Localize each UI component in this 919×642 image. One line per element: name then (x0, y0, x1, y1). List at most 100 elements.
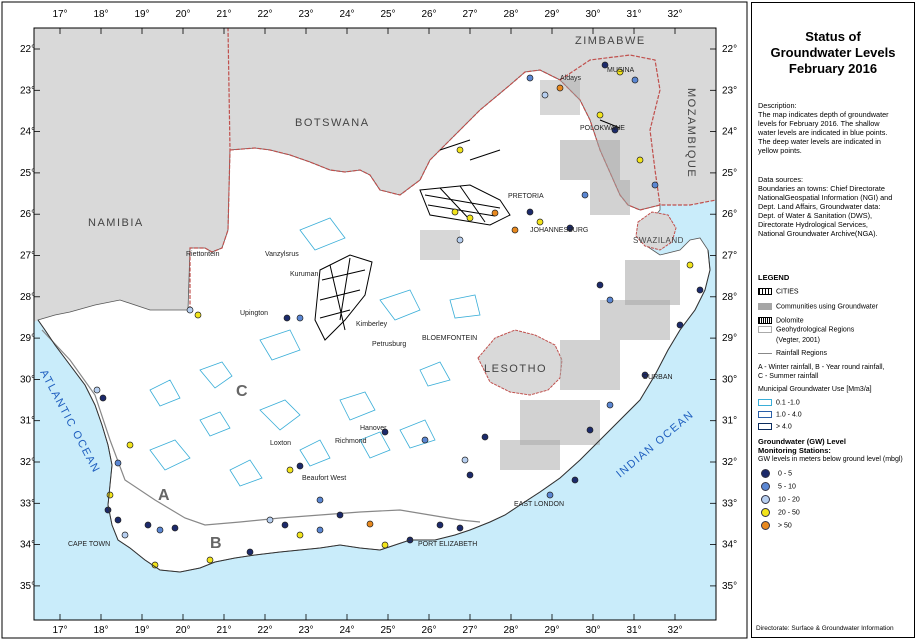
lat-tick-label: 23° (20, 85, 35, 96)
city-beaufort-west: Beaufort West (302, 475, 346, 482)
map-title-line-3: February 2016 (788, 61, 878, 76)
gw-subtitle-text: GW levels in meters below ground level (… (758, 456, 903, 463)
legend-rainfall: Rainfall Regions (758, 350, 827, 362)
city-polokwane: POLOKWANE (580, 125, 625, 132)
region-c-label: C (236, 383, 248, 400)
lon-tick-label: 29° (544, 9, 559, 20)
lon-tick-label: 28° (503, 9, 518, 20)
sources-line: Dept. Land Affairs, Groundwater data: (758, 202, 881, 211)
dolomite-areas (314, 119, 621, 341)
lat-tick-label: 24° (20, 127, 35, 138)
legend-municipal-title: Municipal Groundwater Use [Mm3/a] (758, 386, 872, 398)
region-b-label: B (210, 535, 222, 552)
data-sources: Data sources: Boundaries an towns: Chief… (758, 175, 912, 238)
rainfall-note-2: C - Summer rainfall (758, 373, 819, 380)
city-cape-town: CAPE TOWN (68, 541, 110, 548)
lon-tick-label: 24° (339, 9, 354, 20)
lon-tick-label: 32° (667, 625, 682, 636)
cities-swatch (758, 288, 772, 295)
gw-class-1-label: 0 - 5 (778, 470, 793, 478)
gw-subtitle: GW levels in meters below ground level (… (758, 456, 903, 468)
gw-class-4-dot (761, 508, 770, 517)
region-a-label: A (158, 487, 170, 504)
lat-tick-label: 29° (20, 333, 35, 344)
sources-line: Directorate Hydrological Services, (758, 220, 868, 229)
communities-areas (420, 80, 680, 470)
map-graticule-frame (33, 27, 717, 621)
muni-3-label: > 4.0 (776, 423, 792, 431)
gw-stations (93, 61, 704, 569)
lon-tick-label: 26° (421, 625, 436, 636)
lon-tick-label: 30° (585, 625, 600, 636)
lon-tick-label: 23° (298, 9, 313, 20)
lat-tick-label: 29° (722, 333, 737, 344)
lat-tick-label: 35° (722, 581, 737, 592)
lat-tick-label: 34° (722, 540, 737, 551)
gw-class-3-label: 10 - 20 (778, 496, 800, 504)
legend-rainfall-note-1: A - Winter rainfall, B - Year round rain… (758, 364, 884, 376)
lon-tick-label: 21° (216, 9, 231, 20)
city-vanzylsrus: Vanzylsrus (265, 251, 299, 258)
description-line: Description: (758, 101, 797, 110)
legend-communities-label: Communities using Groundwater (776, 303, 878, 311)
rainfall-note-1: A - Winter rainfall, B - Year round rain… (758, 364, 885, 371)
lat-tick-label: 32° (722, 457, 737, 468)
legend-muni-1: 0.1 -1.0 (758, 399, 800, 411)
legend-cities-label: CITIES (776, 288, 799, 296)
lon-tick-label: 20° (175, 9, 190, 20)
description-line: water levels are indicated in blue point… (758, 128, 888, 137)
sources-line: Dept. of Water & Sanitation (DWS), (758, 211, 873, 220)
lon-tick-label: 19° (134, 9, 149, 20)
lat-tick-label: 30° (722, 374, 737, 385)
lat-tick-label: 28° (20, 292, 35, 303)
lon-tick-label: 26° (421, 9, 436, 20)
gw-class-2: 5 - 10 (758, 482, 796, 494)
footer-credit: Directorate: Surface & Groundwater Infor… (756, 625, 894, 632)
city-petrusburg: Petrusburg (372, 341, 406, 348)
city-loxton: Loxton (270, 440, 291, 447)
lon-tick-label: 18° (93, 9, 108, 20)
muni-1-swatch (758, 399, 772, 406)
description-line: levels for February 2016. The shallow (758, 119, 880, 128)
legend-geohydro-label-1: Geohydrological Regions (776, 326, 855, 334)
lat-tick-label: 27° (20, 251, 35, 262)
mozambique-label: MOZAMBIQUE (685, 88, 697, 178)
map-area: A B C ZIMBABWE BOTSWANA NAMIBIA MOZAMBIQ… (34, 27, 717, 620)
lon-tick-label: 17° (52, 9, 67, 20)
lon-tick-label: 25° (380, 9, 395, 20)
legend-muni-2: 1.0 - 4.0 (758, 411, 802, 423)
botswana-label: BOTSWANA (295, 117, 370, 129)
lon-tick-label: 28° (503, 625, 518, 636)
legend-rainfall-note-2: C - Summer rainfall (758, 373, 818, 385)
lon-tick-label: 32° (667, 9, 682, 20)
lon-tick-label: 27° (462, 625, 477, 636)
map-title: Status of Groundwater Levels February 20… (752, 29, 914, 77)
city-musina: MUSINA (607, 67, 635, 74)
lon-tick-label: 29° (544, 625, 559, 636)
lon-tick-label: 18° (93, 625, 108, 636)
lat-tick-label: 24° (722, 127, 737, 138)
lat-tick-label: 26° (20, 209, 35, 220)
gw-title-1: Groundwater (GW) Level (758, 437, 846, 446)
lon-tick-label: 20° (175, 625, 190, 636)
muni-2-swatch (758, 411, 772, 418)
gw-class-3: 10 - 20 (758, 495, 800, 507)
city-riettontein: Riettontein (186, 251, 220, 258)
side-panel: Status of Groundwater Levels February 20… (751, 2, 915, 638)
description-line: The deep water levels are indicated in (758, 137, 881, 146)
lat-tick-label: 26° (722, 209, 737, 220)
city-east-london: EAST LONDON (514, 501, 564, 508)
sources-line: Boundaries an towns: Chief Directorate (758, 184, 885, 193)
city-johannesburg: JOHANNESBURG (530, 227, 588, 234)
lat-tick-label: 25° (722, 168, 737, 179)
lat-tick-label: 32° (20, 457, 35, 468)
description: Description: The map indicates depth of … (758, 101, 912, 155)
city-kimberley: Kimberley (356, 321, 388, 328)
city-port-elizabeth: PORT ELIZABETH (418, 541, 477, 548)
lon-tick-label: 23° (298, 625, 313, 636)
zimbabwe-label: ZIMBABWE (575, 35, 646, 47)
lon-tick-label: 22° (257, 9, 272, 20)
gw-class-5-label: > 50 (778, 522, 792, 530)
gw-class-5-dot (761, 521, 770, 530)
